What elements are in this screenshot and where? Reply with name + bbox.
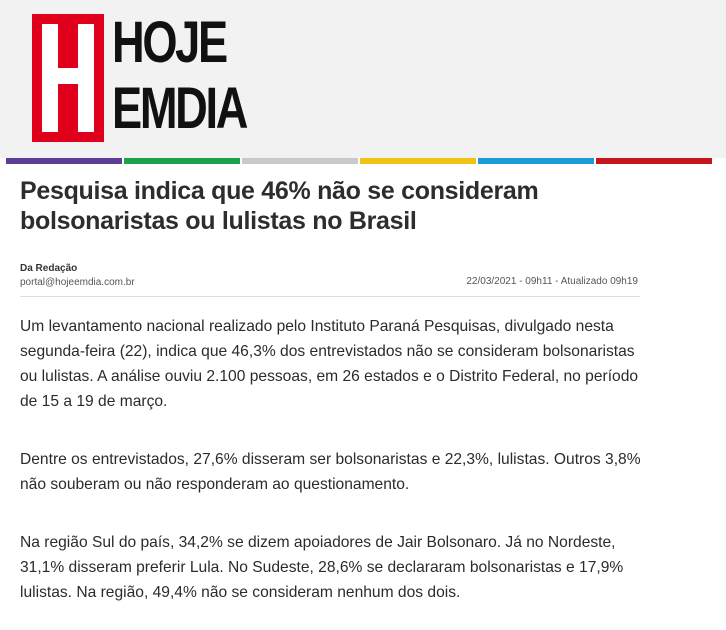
site-logo[interactable]: HOJE EMDIA	[32, 14, 284, 142]
article-byline: Da Redação portal@hojeemdia.com.br 22/03…	[20, 263, 640, 291]
logo-h-icon	[42, 24, 94, 132]
category-color-segment	[6, 158, 122, 164]
article-date: 22/03/2021 - 09h11 - Atualizado 09h19	[466, 276, 638, 287]
logo-h-mark	[32, 14, 104, 142]
article-title: Pesquisa indica que 46% não se considera…	[20, 177, 539, 235]
article-paragraph: Dentre os entrevistados, 27,6% disseram …	[20, 451, 641, 493]
article-paragraph: Um levantamento nacional realizado pelo …	[20, 318, 639, 410]
article-body: Um levantamento nacional realizado pelo …	[20, 314, 650, 630]
category-color-segment	[478, 158, 594, 164]
article-paragraph: Na região Sul do país, 34,2% se dizem ap…	[20, 534, 624, 601]
category-color-segment	[242, 158, 358, 164]
logo-wordmark: HOJE EMDIA	[112, 14, 284, 138]
article-author: Da Redação	[20, 263, 78, 274]
category-color-segment	[596, 158, 712, 164]
category-color-segment	[360, 158, 476, 164]
category-color-bar	[6, 158, 712, 164]
category-color-segment	[124, 158, 240, 164]
byline-divider	[20, 296, 640, 297]
logo-word-emdia: EMDIA	[112, 76, 248, 141]
logo-word-hoje: HOJE	[112, 10, 228, 75]
author-email[interactable]: portal@hojeemdia.com.br	[20, 277, 135, 288]
site-header: HOJE EMDIA	[0, 0, 726, 158]
